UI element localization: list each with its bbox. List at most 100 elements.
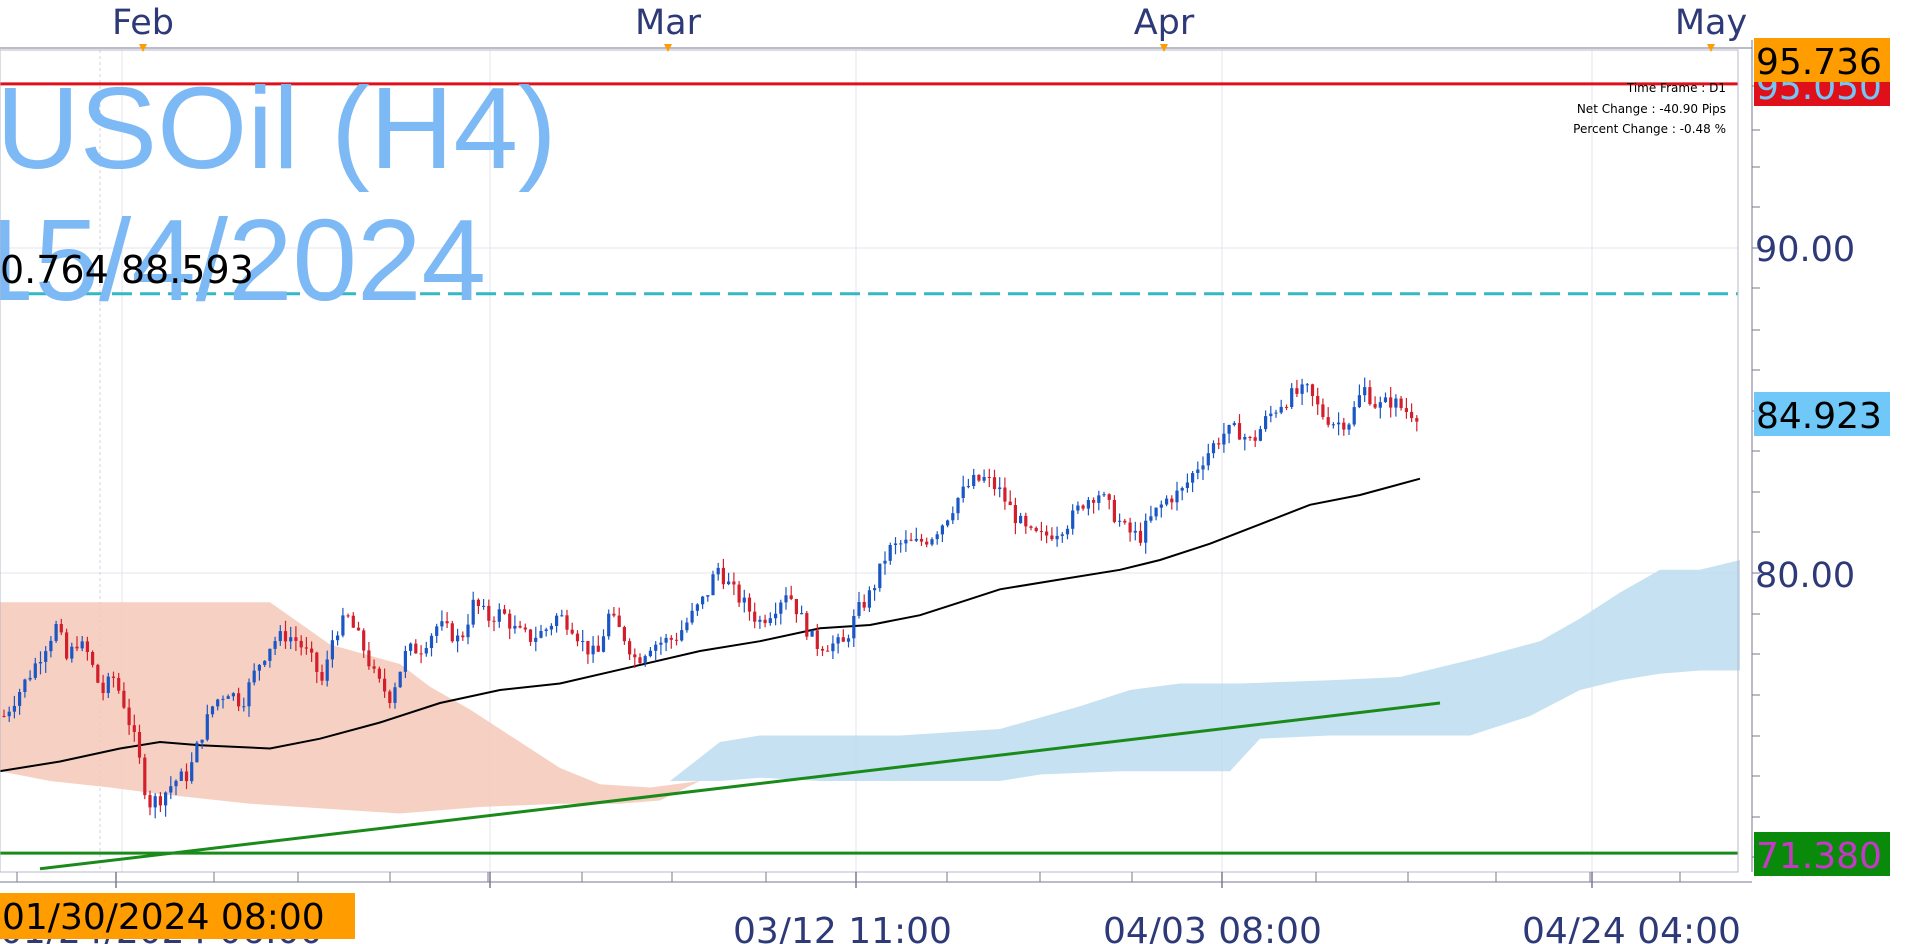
candle-body [518, 625, 522, 628]
ma-line [0, 477, 1421, 773]
candle-body [1305, 384, 1309, 386]
candle-body [44, 651, 48, 662]
candle-body [575, 633, 580, 642]
candle-body [753, 611, 757, 622]
candle-body [747, 597, 752, 612]
candle-body [456, 635, 460, 642]
candle-body [38, 662, 43, 664]
candle-body [946, 520, 950, 526]
candle-body [935, 534, 939, 540]
date-watermark: 15/4/2024 [0, 195, 486, 325]
candle-body [1248, 437, 1252, 438]
candle-body [815, 630, 819, 649]
candle-body [80, 641, 84, 649]
candle-body [111, 676, 116, 678]
candle-body [1290, 388, 1294, 407]
candle-body [1342, 422, 1346, 430]
high-price-badge-text: 95.736 [1756, 42, 1882, 83]
current-price-badge [1754, 392, 1890, 436]
candle-body [2, 716, 6, 717]
candle-body [1060, 534, 1064, 536]
candle-body [70, 646, 74, 659]
candle-body [1300, 384, 1304, 394]
candle-body [1065, 528, 1070, 535]
candle-body [1019, 515, 1023, 524]
candle-body [690, 610, 694, 623]
x-date-label-4: 04/24 04:00 [1522, 911, 1741, 944]
candle-body [846, 638, 851, 642]
candle-body [320, 672, 324, 681]
candle-body [12, 705, 16, 712]
candle-body [612, 613, 616, 616]
candle-body [23, 679, 27, 692]
candle-body [596, 645, 600, 652]
candle-body [1264, 416, 1268, 430]
candle-body [1086, 500, 1090, 509]
candle-body [200, 739, 204, 743]
candle-body [383, 678, 387, 692]
candle-body [805, 613, 809, 637]
candle-body [1055, 535, 1059, 540]
candle-body [721, 567, 725, 585]
candle-body [174, 780, 178, 787]
candle-body [273, 641, 277, 649]
candle-body [231, 693, 235, 697]
candle-body [888, 545, 892, 561]
y-tick-80: 80.00 [1755, 556, 1855, 596]
candle-body [1196, 469, 1200, 473]
candle-body [586, 641, 590, 655]
cloud-bullish [670, 560, 1740, 781]
candle-body [674, 639, 679, 641]
candle-body [1337, 422, 1341, 425]
candle-body [544, 629, 548, 631]
net-change-text: Net Change : -40.90 Pips [1577, 102, 1726, 116]
candle-body [440, 621, 444, 627]
candle-body [961, 486, 965, 498]
candle-body [419, 653, 423, 655]
month-tick-marker [139, 44, 147, 52]
candle-body [513, 625, 517, 629]
candle-body [836, 637, 840, 644]
time-frame-text: Time Frame : D1 [1626, 81, 1726, 95]
candle-body [362, 630, 366, 651]
low-price-badge [1754, 832, 1890, 876]
candle-body [49, 640, 53, 652]
candle-body [351, 615, 355, 628]
candle-body [966, 486, 970, 488]
candle-body [560, 615, 564, 617]
candle-body [555, 615, 559, 626]
crosshair-date-badge [0, 893, 355, 939]
y-tick-90: 90.00 [1755, 230, 1855, 270]
candle-body [409, 643, 413, 651]
candle-body [65, 632, 69, 659]
candle-body [919, 538, 924, 542]
month-tick-marker [1707, 44, 1715, 52]
candle-body [278, 631, 282, 642]
month-label-feb: Feb [112, 3, 174, 43]
candle-body [1258, 429, 1262, 441]
candle-body [336, 635, 340, 641]
horizontal-levels [0, 82, 1738, 855]
candle-body [148, 795, 152, 808]
candle-body [695, 604, 699, 611]
candle-body [622, 627, 626, 642]
candle-body [591, 645, 595, 655]
candle-body [1310, 384, 1315, 396]
candle-body [1274, 412, 1278, 414]
green-trendline [39, 701, 1441, 871]
candle-body [96, 664, 100, 683]
candle-body [565, 615, 569, 630]
candle-body [85, 641, 89, 652]
candle-body [800, 613, 804, 615]
plot-frame [0, 49, 1739, 873]
candle-body [1347, 424, 1351, 430]
candle-body [54, 624, 58, 641]
candle-body [1159, 504, 1163, 508]
candle-body [424, 648, 428, 654]
candle-body [179, 771, 183, 781]
candle-body [774, 613, 778, 619]
candle-body [310, 648, 314, 653]
candle-body [977, 474, 981, 481]
